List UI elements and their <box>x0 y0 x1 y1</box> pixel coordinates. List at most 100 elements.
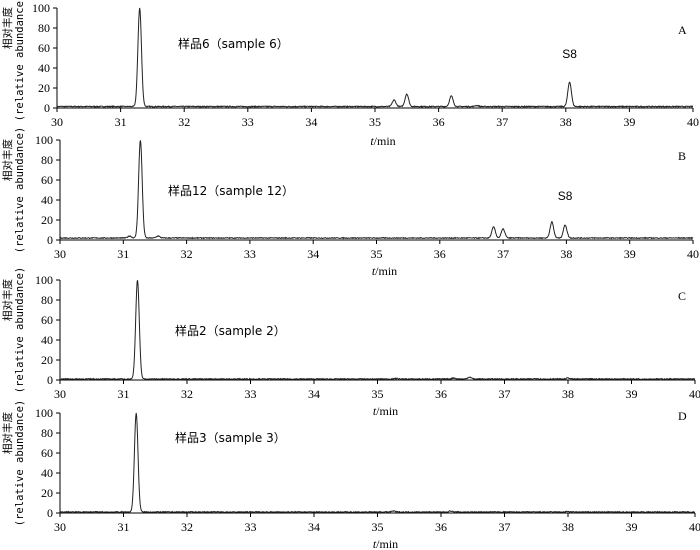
x-tick-label: 30 <box>54 247 66 261</box>
x-axis-variable: t <box>373 404 377 418</box>
x-tick-label: 32 <box>181 247 193 261</box>
x-tick-label: 35 <box>372 387 384 401</box>
x-tick-label: 35 <box>371 247 383 261</box>
x-tick-label: 37 <box>499 520 511 534</box>
y-axis-title: 相对丰度 (relative abundance) <box>1 400 26 526</box>
x-tick-label: 30 <box>54 520 66 534</box>
x-axis-title: t/min <box>373 404 398 418</box>
chromatogram-trace <box>59 140 694 240</box>
x-tick-label: 33 <box>245 387 257 401</box>
x-tick-label: 34 <box>308 520 320 534</box>
x-tick-label: 32 <box>178 115 190 129</box>
y-tick-label: 40 <box>41 333 53 347</box>
y-tick-label: 80 <box>41 293 53 307</box>
x-tick-label: 31 <box>115 115 127 129</box>
x-tick-label: 38 <box>562 520 574 534</box>
x-tick-label: 32 <box>181 387 193 401</box>
y-axis-title-en: (relative abundance) <box>14 127 26 253</box>
y-tick-label: 40 <box>41 466 53 480</box>
y-tick-label: 0 <box>44 101 50 115</box>
y-tick-label: 100 <box>35 133 53 147</box>
x-tick-label: 39 <box>624 247 636 261</box>
x-tick-label: 39 <box>623 115 635 129</box>
y-axis-title-cn: 相对丰度 <box>1 279 14 321</box>
x-tick-label: 33 <box>244 247 256 261</box>
x-tick-label: 40 <box>687 247 699 261</box>
x-tick-label: 35 <box>369 115 381 129</box>
chromatogram-trace <box>56 7 694 108</box>
y-tick-label: 20 <box>41 213 53 227</box>
y-tick-label: 0 <box>47 506 53 520</box>
y-axis-title-en: (relative abundance) <box>14 400 26 526</box>
x-axis-variable: t <box>370 134 374 148</box>
x-tick-label: 36 <box>433 115 445 129</box>
y-tick-label: 80 <box>38 21 50 35</box>
x-axis-title: t/min <box>370 134 395 148</box>
y-axis-title: 相对丰度 (relative abundance) <box>1 127 26 253</box>
sample-label: 样品12（sample 12） <box>168 183 294 198</box>
y-tick-label: 60 <box>41 173 53 187</box>
y-axis-title-en: (relative abundance) <box>14 0 26 121</box>
x-tick-label: 31 <box>117 247 129 261</box>
x-axis-title: t/min <box>373 537 398 550</box>
x-tick-label: 36 <box>435 520 447 534</box>
x-tick-label: 35 <box>372 520 384 534</box>
panel-letter: B <box>678 149 686 163</box>
x-tick-label: 30 <box>51 115 63 129</box>
x-axis-unit: /min <box>376 537 398 550</box>
y-axis-title-en: (relative abundance) <box>14 267 26 393</box>
panel-letter: A <box>678 23 687 37</box>
y-axis-title: 相对丰度 (relative abundance) <box>1 267 26 393</box>
x-tick-label: 34 <box>307 247 319 261</box>
y-tick-label: 20 <box>38 81 50 95</box>
panel-c: 30 31 32 33 34 35 36 37 38 39 40 0 20 40 60 80 100 t/min 相… <box>1 267 700 418</box>
x-axis-unit: /min <box>375 264 397 278</box>
y-tick-label: 60 <box>38 41 50 55</box>
panel-d: 30 31 32 33 34 35 36 37 38 39 40 0 20 40 60 80 100 t/min 相… <box>1 400 700 550</box>
x-tick-label: 40 <box>689 387 700 401</box>
y-tick-label: 40 <box>38 61 50 75</box>
x-tick-label: 32 <box>181 520 193 534</box>
sample-label: 样品3（sample 3） <box>175 430 286 445</box>
x-tick-label: 37 <box>496 115 508 129</box>
x-tick-label: 33 <box>245 520 257 534</box>
x-tick-label: 31 <box>118 387 130 401</box>
y-axis-title: 相对丰度 (relative abundance) <box>1 0 26 121</box>
y-tick-label: 40 <box>41 193 53 207</box>
x-tick-label: 36 <box>434 247 446 261</box>
y-tick-label: 20 <box>41 353 53 367</box>
x-tick-label: 34 <box>308 387 320 401</box>
y-tick-label: 0 <box>47 373 53 387</box>
y-tick-label: 100 <box>35 406 53 420</box>
x-tick-label: 38 <box>562 387 574 401</box>
panel-letter: C <box>678 289 686 303</box>
x-tick-label: 40 <box>687 115 699 129</box>
x-axis-title: t/min <box>372 264 397 278</box>
x-tick-label: 39 <box>626 387 638 401</box>
y-tick-label: 60 <box>41 313 53 327</box>
y-tick-label: 0 <box>47 233 53 247</box>
chromatogram-trace <box>59 280 696 381</box>
x-tick-label: 31 <box>118 520 130 534</box>
x-tick-label: 37 <box>499 387 511 401</box>
y-tick-label: 60 <box>41 446 53 460</box>
peak-label: S8 <box>558 189 573 203</box>
y-axis-title-cn: 相对丰度 <box>1 139 14 181</box>
y-axis-title-cn: 相对丰度 <box>1 412 14 454</box>
x-tick-label: 39 <box>626 520 638 534</box>
chromatogram-trace <box>59 412 696 514</box>
x-axis-unit: /min <box>374 134 396 148</box>
x-tick-label: 36 <box>435 387 447 401</box>
y-tick-label: 100 <box>32 1 50 15</box>
y-tick-label: 80 <box>41 153 53 167</box>
x-tick-label: 34 <box>305 115 317 129</box>
peak-label: S8 <box>562 47 577 61</box>
x-axis-unit: /min <box>376 404 398 418</box>
y-tick-label: 20 <box>41 486 53 500</box>
x-tick-label: 37 <box>497 247 509 261</box>
panel-a: 30 31 32 33 34 35 36 37 38 39 40 0 20 40 60 80 100 t/min 相… <box>1 0 699 148</box>
sample-label: 样品2（sample 2） <box>175 323 286 338</box>
x-tick-label: 33 <box>242 115 254 129</box>
